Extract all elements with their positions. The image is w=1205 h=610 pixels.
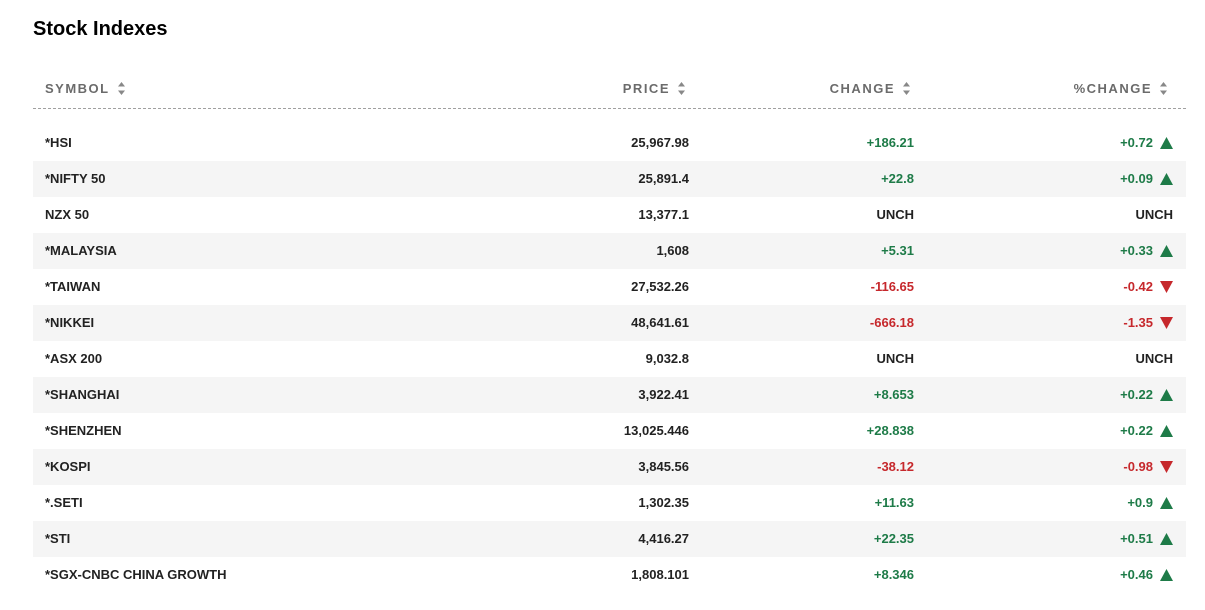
table-row[interactable]: *HSI 25,967.98 +186.21 +0.72 [33,125,1186,161]
symbol: *SHENZHEN [45,423,122,438]
price: 3,922.41 [638,387,689,402]
table-row[interactable]: *SHANGHAI 3,922.41 +8.653 +0.22 [33,377,1186,413]
title: Stock Indexes [33,18,168,40]
table-row[interactable]: *.SETI 1,302.35 +11.63 +0.9 [33,485,1186,521]
table-row[interactable]: *ASX 200 9,032.8 UNCH UNCH [33,341,1186,377]
price: 1,608 [656,243,689,258]
symbol: *NIKKEI [45,315,95,330]
change: +22.8 [881,171,914,186]
table-row[interactable]: *NIKKEI 48,641.61 -666.18 -1.35 [33,305,1186,341]
up-arrow [1160,389,1173,401]
symbol: *SGX-CNBC CHINA GROWTH [45,567,227,582]
percent-change: +0.22 [1120,423,1153,438]
header-text: SYMBOL [45,81,110,96]
up-arrow [1160,245,1173,257]
column-header[interactable]: SYMBOL [45,81,125,96]
sort-icon [1160,82,1167,95]
up-arrow [1160,173,1173,185]
price: 1,808.101 [631,567,689,582]
change: UNCH [876,351,914,366]
up-arrow [1160,137,1173,149]
percent-change: -1.35 [1123,315,1153,330]
down-arrow [1160,317,1173,329]
table-row[interactable]: *TAIWAN 27,532.26 -116.65 -0.42 [33,269,1186,305]
price: 27,532.26 [631,279,689,294]
table-row[interactable]: *STI 4,416.27 +22.35 +0.51 [33,521,1186,557]
price: 25,891.4 [638,171,689,186]
symbol: NZX 50 [45,207,90,222]
price: 9,032.8 [645,351,689,366]
symbol: *TAIWAN [45,279,101,294]
header-text: %CHANGE [1073,81,1152,96]
sort-icon [117,82,125,95]
change: -666.18 [869,315,914,330]
table-row[interactable]: *MALAYSIA 1,608 +5.31 +0.33 [33,233,1186,269]
sort-icon [678,82,685,95]
price: 13,377.1 [638,207,689,222]
symbol: *KOSPI [45,459,91,474]
percent-change: +0.72 [1120,135,1153,150]
change: +8.653 [873,387,914,402]
up-arrow [1160,497,1173,509]
symbol: *STI [45,531,71,546]
symbol: *.SETI [45,495,83,510]
table-row[interactable]: *SGX-CNBC CHINA GROWTH 1,808.101 +8.346 +0.… [33,557,1186,593]
change: +8.346 [873,567,914,582]
down-arrow [1160,461,1173,473]
table-row[interactable]: *KOSPI 3,845.56 -38.12 -0.98 [33,449,1186,485]
percent-change: UNCH [1135,207,1173,222]
change: +11.63 [874,495,914,510]
column-header[interactable]: PRICE [623,81,685,96]
table-row[interactable]: *SHENZHEN 13,025.446 +28.838 +0.22 [33,413,1186,449]
price: 48,641.61 [631,315,689,330]
price: 1,302.35 [638,495,689,510]
percent-change: +0.22 [1120,387,1153,402]
up-arrow [1160,533,1173,545]
percent-change: +0.46 [1120,567,1153,582]
header-text: CHANGE [829,81,895,96]
percent-change: +0.51 [1120,531,1153,546]
change: -38.12 [877,459,914,474]
change: UNCH [876,207,914,222]
price: 3,845.56 [638,459,689,474]
up-arrow [1160,425,1173,437]
change: +186.21 [866,135,914,150]
percent-change: UNCH [1135,351,1173,366]
column-header[interactable]: CHANGE [830,81,910,96]
symbol: *ASX 200 [45,351,103,366]
symbol: *SHANGHAI [45,387,120,402]
header-text: PRICE [622,81,670,96]
percent-change: +0.09 [1120,171,1153,186]
change: +28.838 [866,423,914,438]
percent-change: -0.42 [1123,279,1153,294]
price: 4,416.27 [638,531,689,546]
table-row[interactable]: NZX 50 13,377.1 UNCH UNCH [33,197,1186,233]
column-header[interactable]: %CHANGE [1074,81,1167,96]
up-arrow [1160,569,1173,581]
header-rule [33,108,1186,109]
symbol: *NIFTY 50 [45,171,106,186]
sort-icon [903,82,910,95]
change: +22.35 [873,531,914,546]
percent-change: +0.33 [1120,243,1153,258]
symbol: *HSI [45,135,72,150]
change: +5.31 [881,243,914,258]
change: -116.65 [870,279,914,294]
symbol: *MALAYSIA [45,243,117,258]
percent-change: -0.98 [1123,459,1153,474]
percent-change: +0.9 [1127,495,1153,510]
price: 13,025.446 [623,423,689,438]
down-arrow [1160,281,1173,293]
table-row[interactable]: *NIFTY 50 25,891.4 +22.8 +0.09 [33,161,1186,197]
price: 25,967.98 [631,135,689,150]
